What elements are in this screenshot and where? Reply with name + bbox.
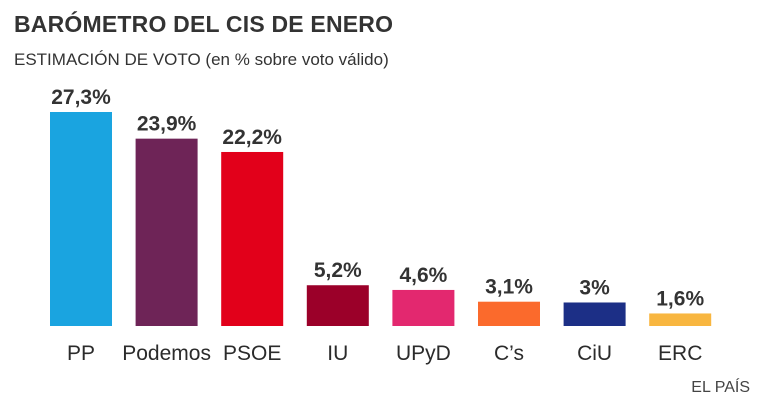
value-label-psoe: 22,2% xyxy=(222,126,282,149)
source-credit: EL PAÍS xyxy=(691,379,750,396)
value-label-ciu: 3% xyxy=(579,276,610,299)
bar-cs xyxy=(478,301,540,326)
category-label-cs: C’s xyxy=(494,342,524,365)
bar-iu xyxy=(306,285,369,326)
value-label-erc: 1,6% xyxy=(656,287,704,310)
category-label-psoe: PSOE xyxy=(223,342,281,365)
category-label-erc: ERC xyxy=(658,342,702,365)
category-label-upyd: UPyD xyxy=(396,342,451,365)
bar-ciu xyxy=(563,302,626,326)
value-label-iu: 5,2% xyxy=(314,259,362,282)
chart-subtitle: ESTIMACIÓN DE VOTO (en % sobre voto váli… xyxy=(14,50,389,69)
category-label-ciu: CiU xyxy=(577,342,612,365)
value-label-pp: 27,3% xyxy=(51,86,111,109)
bar-psoe xyxy=(221,151,284,326)
value-label-podemos: 23,9% xyxy=(137,113,197,136)
bar-upyd xyxy=(392,289,455,326)
category-label-pp: PP xyxy=(67,342,95,365)
value-label-upyd: 4,6% xyxy=(399,264,447,287)
bar-erc xyxy=(649,313,712,326)
chart-title: BARÓMETRO DEL CIS DE ENERO xyxy=(14,11,394,37)
value-label-cs: 3,1% xyxy=(485,276,533,299)
category-label-iu: IU xyxy=(327,342,348,365)
category-label-podemos: Podemos xyxy=(122,342,211,365)
bar-podemos xyxy=(135,138,198,326)
bar-pp xyxy=(50,112,112,326)
